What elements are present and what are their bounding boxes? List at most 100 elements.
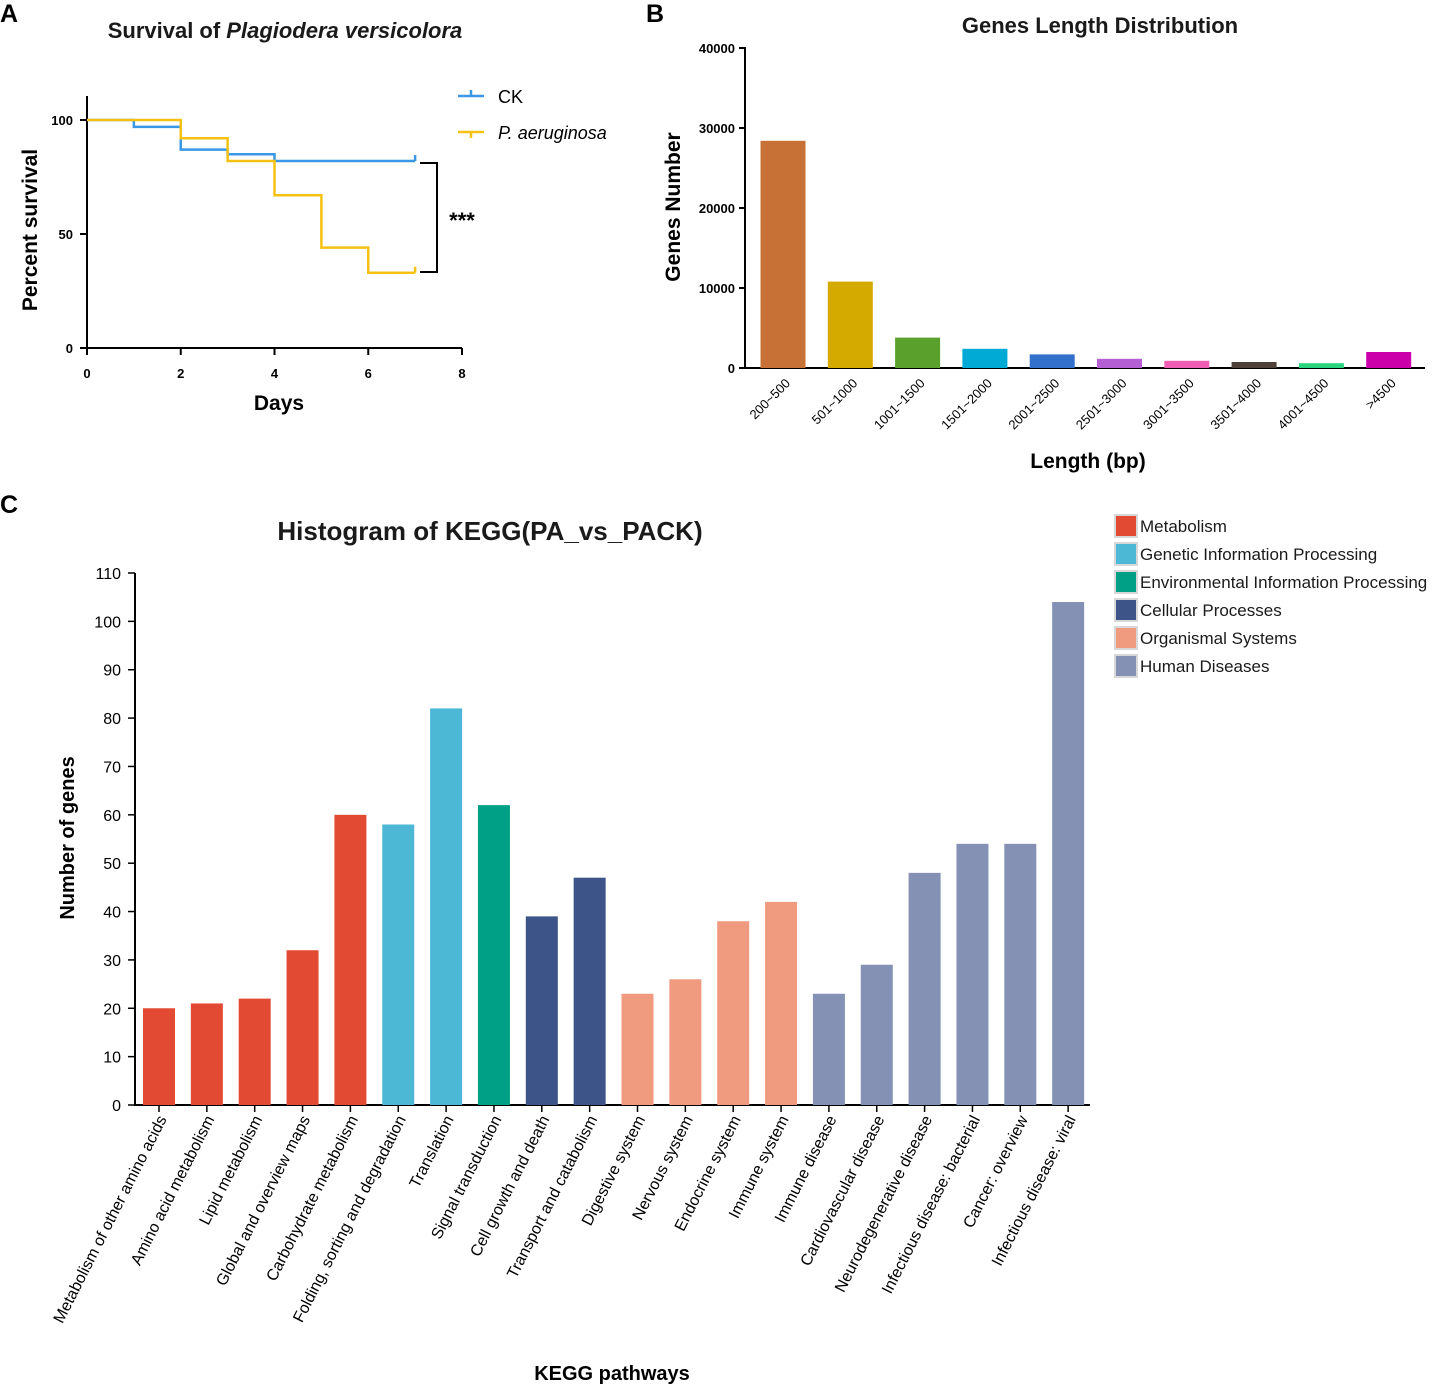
category-label: Amino acid metabolism <box>128 1113 218 1268</box>
panel-a-title: Survival of Plagiodera versicolora <box>108 18 463 43</box>
y-tick-label: 10 <box>103 1050 121 1067</box>
panel-b-bars <box>760 140 1412 368</box>
bar <box>1097 358 1142 368</box>
panel-a-legend: CK P. aeruginosa <box>458 87 607 143</box>
bar <box>1029 354 1075 368</box>
panel-c: C Histogram of KEGG(PA_vs_PACK) 0 10 20 30 4… <box>0 491 1427 1385</box>
legend-label: Metabolism <box>1140 517 1227 536</box>
panel-c-title: Histogram of KEGG(PA_vs_PACK) <box>277 516 702 546</box>
bar <box>1164 360 1210 368</box>
bar <box>621 993 654 1105</box>
x-tick-label: 2 <box>177 366 184 381</box>
legend-label: Organismal Systems <box>1140 629 1297 648</box>
x-tick-label: 4 <box>271 366 279 381</box>
bar <box>382 824 415 1105</box>
bar <box>908 872 941 1105</box>
bar <box>190 1003 223 1105</box>
category-label: 3501~4000 <box>1207 376 1264 433</box>
y-tick-label: 110 <box>95 566 121 583</box>
category-label: Infectious disease: viral <box>989 1113 1080 1269</box>
bar <box>1366 352 1412 368</box>
panel-letter-a: A <box>0 0 18 28</box>
bar <box>717 921 750 1105</box>
panel-letter-b: B <box>646 0 664 28</box>
panel-c-y-ticks: 0 10 20 30 40 50 60 70 80 90 100 110 <box>94 566 135 1115</box>
panel-letter-c: C <box>0 491 18 519</box>
y-tick-label: 30 <box>103 953 121 970</box>
x-tick-label: 6 <box>365 366 372 381</box>
category-label: 1501~2000 <box>938 376 995 433</box>
significance-bracket <box>420 162 438 273</box>
bar <box>286 950 319 1105</box>
panel-b-title: Genes Length Distribution <box>962 13 1238 38</box>
legend-label: Environmental Information Processing <box>1140 573 1427 592</box>
y-tick-label: 10000 <box>699 281 735 296</box>
category-label: 4001~4500 <box>1275 376 1332 433</box>
panel-b-y-ticks: 0 10000 20000 30000 40000 <box>699 41 745 376</box>
bar <box>760 140 806 368</box>
y-tick-label: 80 <box>103 711 121 728</box>
survival-line-p-aeruginosa <box>87 118 416 275</box>
bar <box>956 843 989 1105</box>
y-tick-label: 100 <box>94 614 121 631</box>
significance-stars: *** <box>449 208 475 233</box>
y-tick-label: 30000 <box>699 121 735 136</box>
y-tick-label: 20000 <box>699 201 735 216</box>
bar <box>962 348 1008 368</box>
panel-a-x-label: Days <box>254 392 304 415</box>
category-label: Cardiovascular disease <box>798 1113 889 1269</box>
y-tick-label: 50 <box>103 856 121 873</box>
panel-b-x-label: Length (bp) <box>1030 450 1145 473</box>
legend-swatch <box>1114 654 1138 678</box>
bar <box>1298 363 1344 368</box>
legend-label: Human Diseases <box>1140 657 1269 676</box>
category-label: 3001~3500 <box>1140 376 1197 433</box>
panel-a-series <box>87 118 417 275</box>
bar <box>334 814 367 1105</box>
panel-a-y-label: Percent survival <box>19 149 42 311</box>
panel-a: A Survival of Plagiodera versicolora 0 50… <box>0 0 607 415</box>
bar <box>860 964 893 1105</box>
legend-label: P. aeruginosa <box>498 123 607 143</box>
bar <box>827 281 873 368</box>
legend-swatch <box>1114 626 1138 650</box>
y-tick-label: 60 <box>103 808 121 825</box>
y-tick-label: 40000 <box>699 41 735 56</box>
category-label: 2501~3000 <box>1073 376 1130 433</box>
bar <box>477 805 510 1105</box>
bar <box>1004 843 1037 1105</box>
y-tick-label: 70 <box>103 759 121 776</box>
bar <box>765 901 798 1105</box>
category-label: Infectious disease: bacterial <box>879 1113 984 1297</box>
bar <box>1231 362 1277 368</box>
bar <box>669 979 702 1105</box>
panel-c-axes <box>134 573 1090 1106</box>
category-label: 1001~1500 <box>871 376 928 433</box>
bar <box>1052 602 1085 1105</box>
panel-a-axes <box>86 96 462 349</box>
panel-b-category-labels: 200~500 501~1000 1001~1500 1501~2000 2001~25… <box>746 376 1398 433</box>
bar <box>895 337 941 368</box>
category-label: >4500 <box>1362 376 1398 412</box>
category-label: Neurodegenerative disease <box>832 1113 936 1295</box>
y-tick-label: 40 <box>103 905 121 922</box>
panel-c-legend: Metabolism Genetic Information Processing… <box>1114 514 1427 678</box>
category-label: 200~500 <box>746 376 793 423</box>
panel-a-y-ticks: 0 50 100 <box>51 113 87 356</box>
legend-label: Cellular Processes <box>1140 601 1282 620</box>
category-label: 2001~2500 <box>1005 376 1062 433</box>
legend-swatch <box>1114 570 1138 594</box>
x-tick-label: 0 <box>83 366 90 381</box>
category-label: 501~1000 <box>809 376 861 428</box>
survival-line-ck <box>87 118 416 163</box>
y-tick-label: 50 <box>59 227 73 242</box>
bar <box>525 916 558 1105</box>
category-label: Translation <box>407 1113 458 1191</box>
legend-label: CK <box>498 87 523 107</box>
y-tick-label: 0 <box>112 1098 121 1115</box>
legend-swatch <box>1114 514 1138 538</box>
category-label: Carbohydrate metabolism <box>264 1113 362 1284</box>
legend-label: Genetic Information Processing <box>1140 545 1377 564</box>
category-label: Global and overview maps <box>213 1113 314 1289</box>
